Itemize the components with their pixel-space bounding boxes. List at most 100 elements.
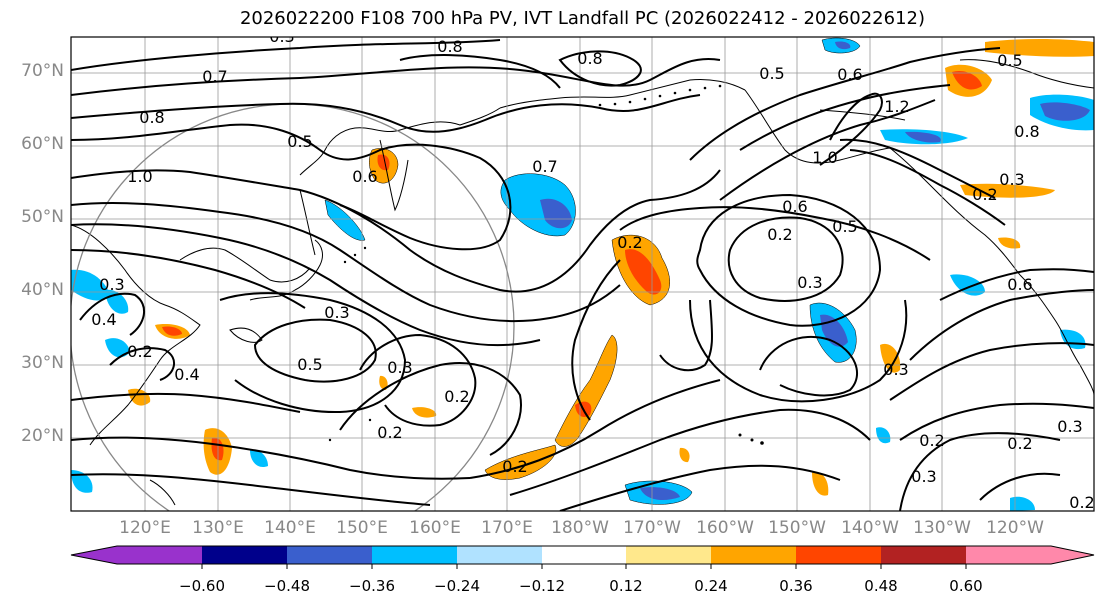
colorbar-segment <box>796 546 881 564</box>
coastline <box>249 239 323 301</box>
colorbar-tick-label: 0.60 <box>949 577 983 595</box>
pv-contour <box>339 362 522 456</box>
contour-label: 0.7 <box>532 157 557 176</box>
lon-label: 150°W <box>768 518 826 538</box>
lon-label: 170°E <box>481 518 533 538</box>
anomaly-negative <box>1040 102 1090 121</box>
colorbar-segment <box>202 546 287 564</box>
colorbar-segment <box>966 546 1051 564</box>
pv-contour <box>719 99 936 201</box>
pv-contour <box>509 408 871 496</box>
contour-label: 0.3 <box>797 273 822 292</box>
colorbar-tick-label: −0.12 <box>519 577 565 595</box>
colorbar-tick-label: −0.24 <box>434 577 480 595</box>
colorbar-segment <box>711 546 796 564</box>
contour-label: 0.6 <box>1007 275 1032 294</box>
island <box>703 86 707 90</box>
island <box>598 103 602 107</box>
contour-label: 1.0 <box>127 167 152 186</box>
coastline <box>179 247 311 283</box>
anomaly-positive <box>812 471 829 496</box>
contour-labels: 0.8 0.7 0.8 0.5 0.6 1.2 0.5 0.8 0.8 1.0 … <box>91 27 1094 512</box>
lat-label: 20°N <box>21 426 64 446</box>
lon-label: 140°W <box>841 518 899 538</box>
lat-label: 40°N <box>21 280 64 300</box>
anomaly-negative <box>950 274 985 296</box>
anomaly-negative <box>71 269 110 301</box>
contour-label: 0.8 <box>577 49 602 68</box>
pv-contour <box>889 342 1094 401</box>
pv-contour <box>71 169 721 293</box>
contour-label: 0.3 <box>269 27 294 46</box>
contour-label: 0.5 <box>759 64 784 83</box>
anomaly-positive <box>162 326 182 336</box>
contour-label: 0.8 <box>139 108 164 127</box>
pv-contour <box>558 50 642 87</box>
anomaly-negative <box>324 199 366 241</box>
contour-label: 0.3 <box>99 275 124 294</box>
pv-contour <box>979 472 1061 501</box>
lon-label: 160°W <box>696 518 754 538</box>
anomaly-negative <box>876 427 891 444</box>
colorbar-tick-label: −0.36 <box>349 577 395 595</box>
contour-label: 0.7 <box>202 67 227 86</box>
island <box>643 97 647 101</box>
pv-contour <box>839 138 996 199</box>
anomaly-positive <box>377 154 390 171</box>
island <box>738 433 742 437</box>
contour-label: 0.4 <box>91 310 116 329</box>
lon-label: 130°E <box>192 518 244 538</box>
pv-contour <box>79 292 145 336</box>
contour-label: 0.6 <box>352 167 377 186</box>
colorbar-tick-label: 0.36 <box>779 577 813 595</box>
contour-label: 0.5 <box>997 51 1022 70</box>
colorbar-segment <box>457 546 542 564</box>
coastline <box>889 147 1021 276</box>
contour-label: 0.2 <box>377 423 402 442</box>
island <box>658 94 662 98</box>
lon-label: 140°E <box>264 518 316 538</box>
colorbar-tick-label: −0.60 <box>179 577 225 595</box>
coastline <box>149 479 176 506</box>
lat-label: 50°N <box>21 207 64 227</box>
colorbar-outline <box>70 545 1095 565</box>
coastline <box>819 109 906 121</box>
coastline <box>379 139 409 212</box>
contour-label: 0.3 <box>999 170 1024 189</box>
anomaly-positive <box>379 375 388 390</box>
contour-label: 0.2 <box>127 342 152 361</box>
colorbar <box>70 545 1095 569</box>
pv-contour <box>727 216 844 302</box>
colorbar-segment <box>117 546 202 564</box>
colorbar-extend-low <box>71 546 117 564</box>
pv-contour <box>71 39 501 71</box>
pv-contour <box>71 94 701 133</box>
anomaly-negative <box>540 198 572 229</box>
island <box>363 246 367 250</box>
contour-label: 0.6 <box>837 65 862 84</box>
anomaly-positive <box>985 39 1094 57</box>
contour-label: 0.8 <box>437 37 462 56</box>
pv-contour <box>899 432 1061 511</box>
contour-label: 0.2 <box>767 225 792 244</box>
island <box>760 441 764 445</box>
anomaly-negative <box>105 338 130 358</box>
island <box>613 102 617 106</box>
contour-label: 0.3 <box>387 358 412 377</box>
contour-label: 0.6 <box>782 197 807 216</box>
coastline <box>959 59 1094 89</box>
island-chain <box>328 84 764 445</box>
contour-label: 0.3 <box>1057 417 1082 436</box>
coastline <box>229 327 263 343</box>
colorbar-tick-label: −0.48 <box>264 577 310 595</box>
lat-label: 30°N <box>21 353 64 373</box>
contour-label: 1.0 <box>812 148 837 167</box>
colorbar-tick-label: 0.24 <box>694 577 728 595</box>
lon-label: 160°E <box>409 518 461 538</box>
contour-label: 1.2 <box>884 97 909 116</box>
contour-label: 0.3 <box>911 467 936 486</box>
lat-label: 70°N <box>21 61 64 81</box>
contour-label: 0.2 <box>1069 493 1094 512</box>
pv-contour <box>659 299 714 372</box>
